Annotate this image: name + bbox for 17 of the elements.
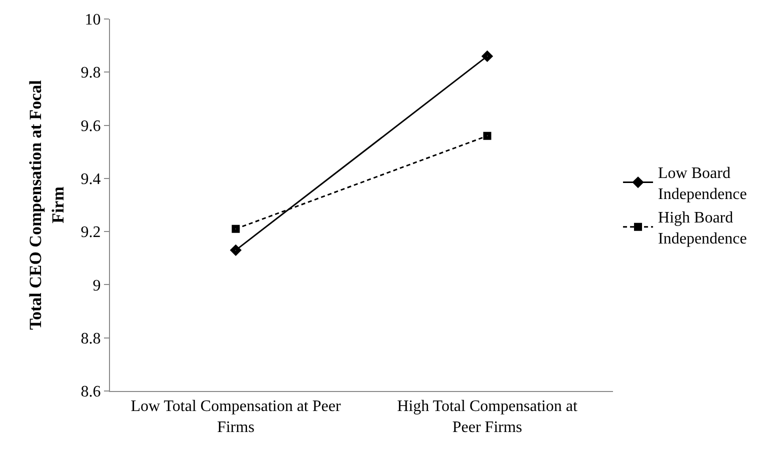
y-tick-label: 9.6 <box>80 118 101 135</box>
x-tick-label: Low Total Compensation at Peer Firms <box>130 398 342 436</box>
point <box>230 244 242 256</box>
x-tick-label: High Total Compensation at Peer Firms <box>397 398 578 436</box>
y-tick-label: 8.6 <box>80 384 101 401</box>
legend-label: High Board Independence <box>658 210 747 248</box>
point <box>232 224 240 233</box>
y-tick-label: 9.8 <box>80 64 101 82</box>
y-axis-title: Total CEO Compensation at Focal Firm <box>26 80 68 330</box>
y-tick-label: 9.2 <box>80 224 101 242</box>
legend-label: Low Board Independence <box>658 165 747 203</box>
y-tick-label: 8.8 <box>80 330 101 348</box>
y-tick-label: 10 <box>84 12 101 29</box>
point <box>481 50 494 62</box>
y-tick-label: 9.4 <box>80 171 101 188</box>
point <box>483 132 492 140</box>
y-tick-label: 9 <box>92 277 101 294</box>
